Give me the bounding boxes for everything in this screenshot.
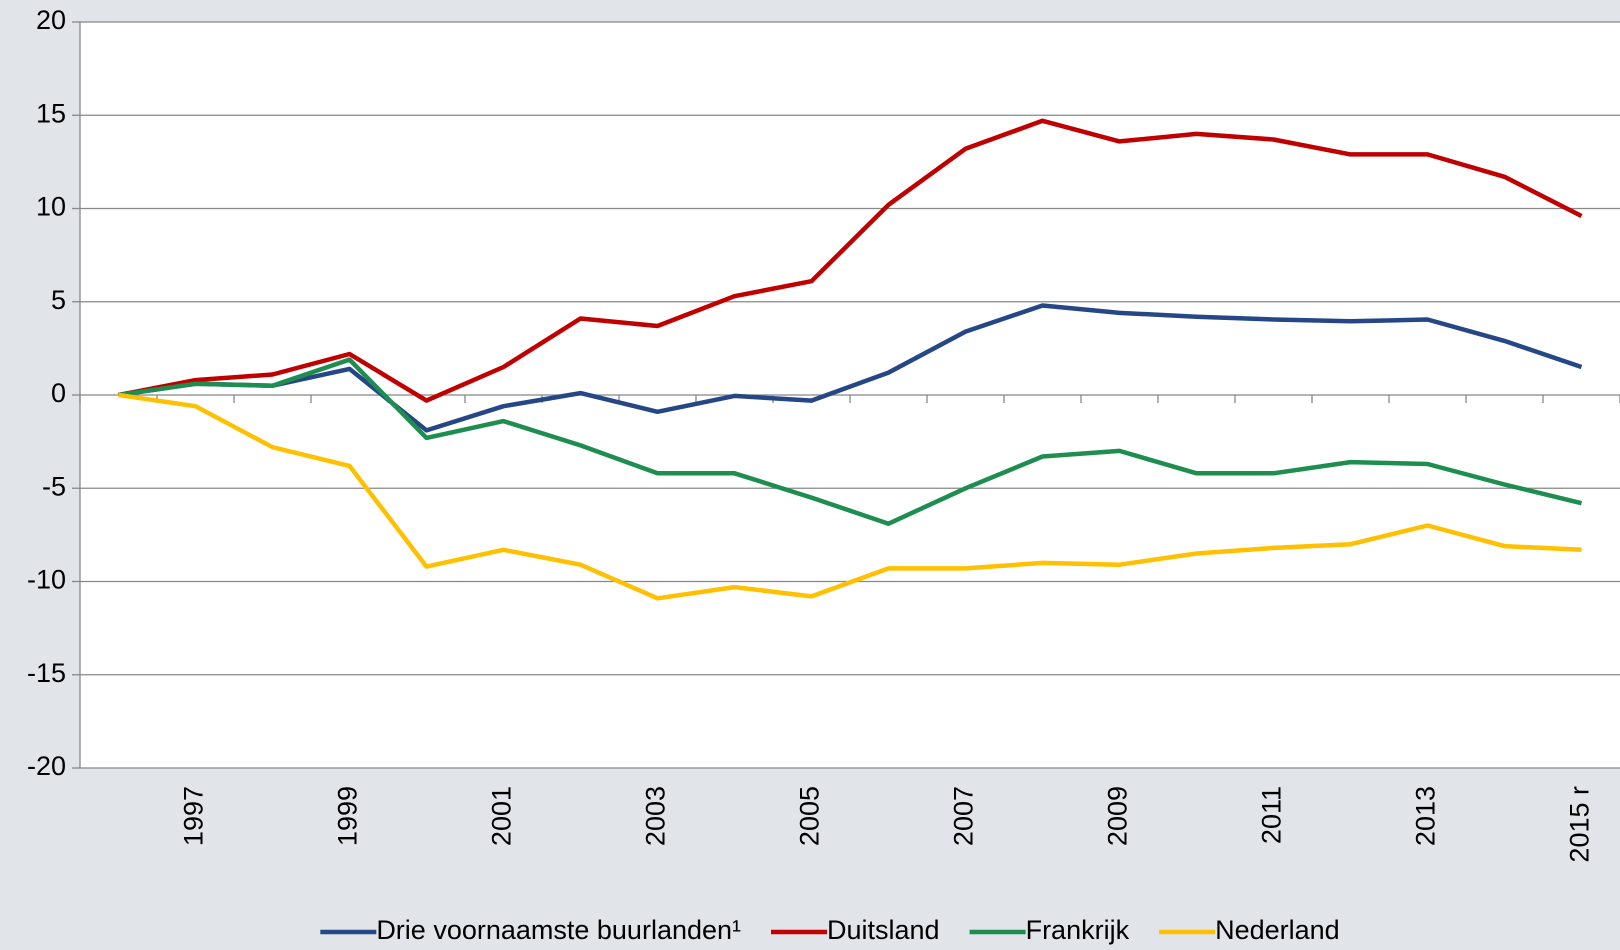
- x-tick-label: 2009: [1103, 786, 1133, 846]
- x-tick-label: 1997: [179, 786, 209, 846]
- legend-label: Drie voornaamste buurlanden¹: [376, 915, 741, 945]
- line-series: [118, 392, 1582, 601]
- x-tick-label: 2011: [1257, 786, 1287, 844]
- legend: Drie voornaamste buurlanden¹ Duitsland Fra…: [320, 915, 1340, 945]
- x-tick-label: 2007: [949, 786, 979, 846]
- x-tick-label: 2005: [795, 786, 825, 846]
- x-tick-label: 2013: [1411, 786, 1441, 846]
- legend-label: Duitsland: [827, 915, 940, 945]
- y-tick-label: 10: [36, 192, 66, 222]
- y-tick-label: 20: [36, 5, 66, 35]
- y-tick-label: -5: [42, 471, 66, 501]
- y-tick-label: 0: [51, 378, 66, 408]
- y-tick-label: 15: [36, 98, 66, 128]
- x-tick-label: 2003: [641, 786, 671, 846]
- legend-label: Nederland: [1215, 915, 1340, 945]
- line-series: [118, 118, 1583, 403]
- line-series: [118, 357, 1583, 526]
- y-tick-label: -10: [27, 565, 66, 595]
- y-tick-label: -15: [27, 658, 66, 688]
- y-tick-label: 5: [51, 285, 66, 315]
- line-series: [118, 303, 1583, 433]
- x-tick-label: 2001: [487, 786, 517, 846]
- x-tick-label: 1999: [333, 786, 363, 846]
- legend-label: Frankrijk: [1026, 915, 1130, 945]
- x-tick-label: 2015 r: [1565, 786, 1595, 863]
- y-tick-label: -20: [27, 751, 66, 781]
